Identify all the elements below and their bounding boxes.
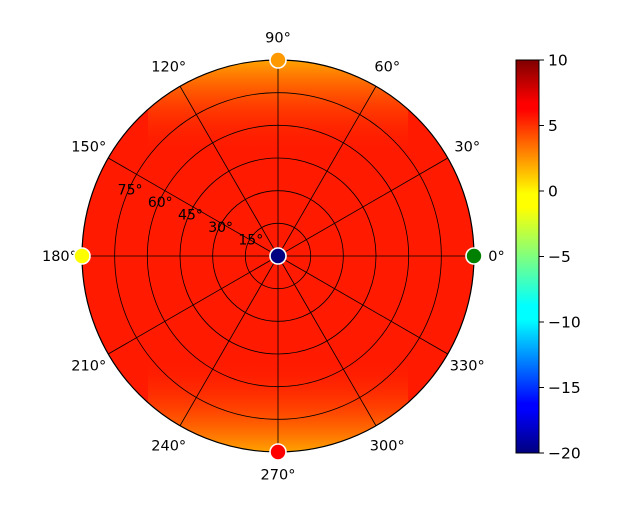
angular-tick-label: 120°	[151, 60, 186, 76]
angular-tick-label: 300°	[370, 438, 405, 454]
angular-tick-label: 30°	[454, 140, 480, 156]
colorbar-tick-label: −10	[548, 314, 581, 332]
angular-tick-label: 0°	[488, 249, 504, 265]
angular-gridline	[277, 157, 448, 257]
colorbar-tick-label: −15	[548, 379, 581, 397]
angular-gridline	[108, 255, 279, 355]
angular-tick-label: 270°	[261, 468, 296, 484]
colorbar-tick-label: 0	[548, 183, 558, 201]
angular-gridline	[277, 255, 448, 355]
angular-gridline	[277, 86, 377, 257]
colorbar-gradient	[515, 59, 540, 454]
marker-point	[465, 247, 483, 265]
marker-point	[73, 247, 91, 265]
radial-tick-label: 60°	[148, 195, 173, 211]
angular-tick-label: 150°	[71, 140, 106, 156]
colorbar: 10 5 0 −5 −10 −15 −20	[515, 52, 581, 463]
angular-tick-labels: 0° 30° 60° 90° 120° 150° 180° 210° 240° 270° 300° 3…	[42, 30, 505, 483]
colorbar-tick-label: 10	[548, 52, 568, 70]
radial-tick-label: 75°	[118, 182, 143, 198]
data-markers	[73, 51, 483, 461]
angular-tick-label: 240°	[151, 438, 186, 454]
angular-gridline	[179, 86, 279, 257]
angular-tick-label: 90°	[265, 30, 291, 46]
angular-tick-label: 60°	[374, 60, 400, 76]
angular-tick-label: 210°	[71, 358, 106, 374]
marker-point	[269, 247, 287, 265]
radial-tick-label: 15°	[238, 232, 263, 248]
colorbar-tick-label: −20	[548, 445, 581, 463]
radial-tick-label: 30°	[208, 220, 233, 236]
radial-tick-labels: 15° 30° 45° 60° 75°	[118, 182, 264, 248]
marker-point	[269, 51, 287, 69]
angular-gridline	[277, 255, 377, 426]
angular-gridline	[179, 255, 279, 426]
colorbar-tick-label: 5	[548, 117, 558, 135]
radial-tick-label: 45°	[178, 207, 203, 223]
angular-tick-label: 330°	[450, 358, 485, 374]
marker-point	[269, 443, 287, 461]
colorbar-tick-label: −5	[548, 248, 571, 266]
angular-tick-label: 180°	[42, 249, 77, 265]
angular-gridline	[108, 157, 279, 257]
